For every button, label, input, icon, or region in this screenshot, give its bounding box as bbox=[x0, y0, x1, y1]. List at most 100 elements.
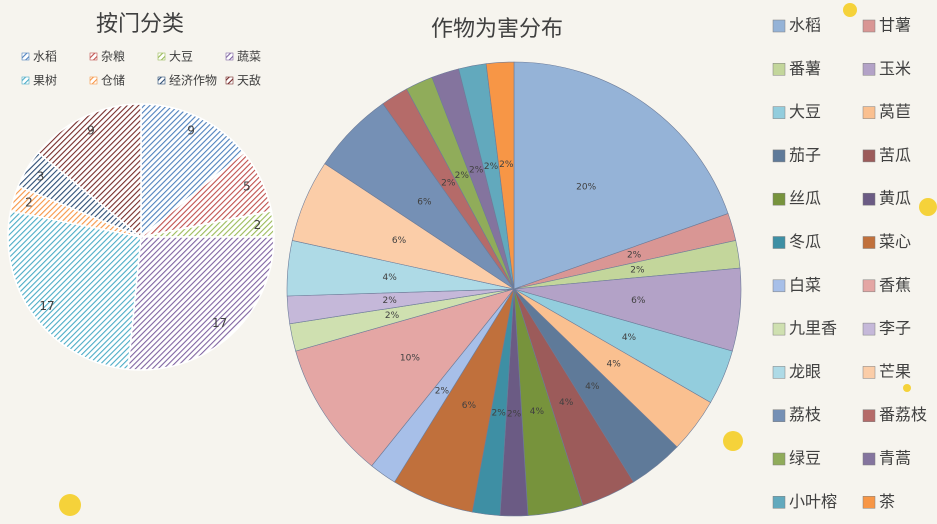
legend-label: 玉米 bbox=[879, 59, 911, 78]
legend-label: 龙眼 bbox=[789, 362, 821, 381]
legend-label: 苦瓜 bbox=[879, 145, 911, 164]
data-label: 2% bbox=[507, 409, 522, 419]
legend-swatch bbox=[772, 322, 786, 336]
legend-swatch bbox=[225, 76, 234, 85]
legend-label: 经济作物 bbox=[169, 73, 217, 88]
data-label: 4% bbox=[606, 360, 621, 370]
data-label: 9 bbox=[87, 124, 95, 138]
legend-swatch bbox=[862, 236, 876, 249]
legend-swatch bbox=[772, 236, 786, 249]
data-label: 2% bbox=[383, 296, 398, 306]
legend-swatch bbox=[772, 409, 786, 422]
legend-label: 白菜 bbox=[789, 275, 821, 294]
legend-label: 丝瓜 bbox=[789, 189, 821, 208]
legend-label: 天敌 bbox=[237, 73, 261, 88]
legend-swatch bbox=[772, 452, 786, 466]
decor-dot bbox=[919, 198, 937, 216]
legend-swatch bbox=[89, 52, 98, 61]
legend-swatch bbox=[862, 149, 876, 163]
data-label: 4% bbox=[622, 333, 637, 343]
legend-swatch bbox=[772, 192, 786, 206]
data-label: 10% bbox=[400, 353, 420, 363]
data-label: 3 bbox=[37, 169, 45, 183]
legend-swatch bbox=[862, 106, 876, 119]
legend-swatch bbox=[772, 279, 786, 293]
data-label: 2% bbox=[469, 166, 484, 176]
legend-label: 莴苣 bbox=[879, 102, 911, 121]
legend-label: 番薯 bbox=[789, 59, 821, 78]
legend-swatch bbox=[89, 76, 98, 85]
chart-title: 按门分类 bbox=[96, 12, 184, 37]
legend-swatch bbox=[772, 19, 786, 33]
legend-label: 芒果 bbox=[879, 362, 911, 381]
legend-label: 大豆 bbox=[789, 102, 821, 121]
legend-label: 大豆 bbox=[169, 50, 193, 64]
legend-label: 香蕉 bbox=[879, 275, 911, 294]
legend-swatch bbox=[862, 452, 876, 466]
decor-dot bbox=[59, 494, 81, 516]
legend-swatch bbox=[21, 76, 30, 85]
data-label: 6% bbox=[392, 236, 407, 246]
legend-label: 绿豆 bbox=[789, 449, 821, 468]
data-label: 9 bbox=[187, 124, 195, 138]
decor-dot bbox=[903, 384, 911, 392]
legend-swatch bbox=[157, 76, 166, 85]
legend-swatch bbox=[862, 19, 876, 33]
data-label: 2 bbox=[25, 196, 33, 210]
data-label: 6% bbox=[417, 198, 432, 208]
data-label: 2 bbox=[254, 218, 262, 232]
data-label: 2% bbox=[630, 265, 645, 275]
legend-swatch bbox=[772, 149, 786, 163]
legend-label: 蔬菜 bbox=[237, 50, 261, 64]
legend-label: 黄瓜 bbox=[879, 189, 911, 208]
legend-label: 果树 bbox=[33, 73, 57, 88]
data-label: 2% bbox=[499, 160, 514, 170]
legend-label: 番荔枝 bbox=[879, 405, 927, 424]
legend-swatch bbox=[772, 63, 786, 76]
data-label: 2% bbox=[441, 178, 456, 188]
chart-title: 作物为害分布 bbox=[431, 17, 563, 42]
legend-label: 青蒿 bbox=[879, 449, 911, 468]
pie-slice bbox=[295, 288, 515, 467]
legend-swatch bbox=[862, 192, 876, 206]
legend-swatch bbox=[862, 63, 876, 76]
legend-swatch bbox=[862, 322, 876, 336]
data-label: 17 bbox=[212, 316, 227, 330]
legend-swatch bbox=[772, 496, 786, 509]
data-label: 6% bbox=[462, 401, 477, 411]
pie-slice bbox=[140, 103, 245, 239]
legend-swatch bbox=[21, 52, 30, 61]
decor-dot bbox=[843, 3, 857, 17]
legend-label: 小叶榕 bbox=[789, 492, 837, 511]
legend-label: 杂粮 bbox=[101, 49, 125, 64]
legend-swatch bbox=[772, 106, 786, 119]
data-label: 4% bbox=[383, 273, 398, 283]
data-label: 20% bbox=[576, 183, 596, 193]
legend-label: 菜心 bbox=[879, 232, 911, 251]
pie-slice bbox=[7, 210, 142, 371]
legend-swatch bbox=[862, 496, 876, 509]
legend-label: 李子 bbox=[879, 319, 911, 338]
pie-slice bbox=[37, 103, 142, 239]
decor-dot bbox=[723, 431, 743, 451]
legend-label: 水稻 bbox=[789, 16, 821, 35]
data-label: 2% bbox=[484, 162, 499, 172]
data-label: 6% bbox=[631, 296, 646, 306]
legend-label: 冬瓜 bbox=[789, 232, 821, 251]
legend-label: 仓储 bbox=[101, 73, 125, 88]
legend-label: 九里香 bbox=[789, 319, 837, 338]
data-label: 2% bbox=[627, 250, 642, 260]
legend-swatch bbox=[157, 52, 166, 61]
data-label: 2% bbox=[435, 386, 450, 396]
data-label: 2% bbox=[492, 408, 507, 418]
legend-swatch bbox=[862, 366, 876, 379]
legend-label: 甘薯 bbox=[879, 16, 911, 35]
legend-label: 水稻 bbox=[33, 50, 57, 64]
legend-swatch bbox=[225, 52, 234, 61]
legend-swatch bbox=[862, 279, 876, 293]
data-label: 4% bbox=[585, 382, 600, 392]
pie-slice bbox=[127, 236, 275, 371]
data-label: 5 bbox=[243, 179, 251, 193]
data-label: 4% bbox=[530, 407, 545, 417]
